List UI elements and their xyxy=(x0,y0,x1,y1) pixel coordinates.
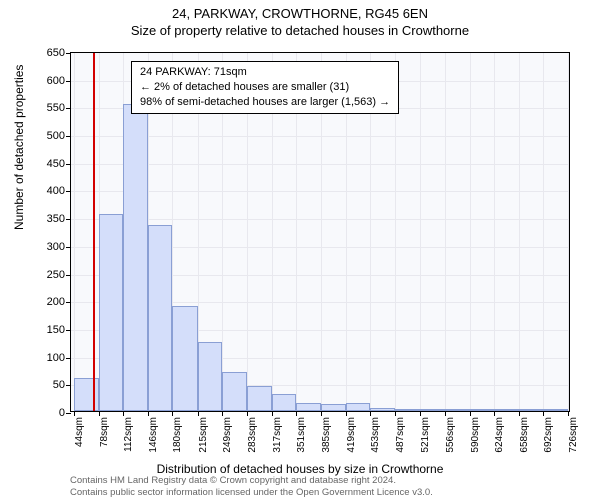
xtick-label: 78sqm xyxy=(99,417,110,447)
histogram-bar xyxy=(395,409,420,411)
xtick-mark xyxy=(370,411,371,416)
histogram-bar xyxy=(148,225,173,411)
xtick-label: 249sqm xyxy=(222,417,233,453)
xtick-label: 385sqm xyxy=(321,417,332,453)
ytick-label: 550 xyxy=(47,102,71,114)
gridline-v xyxy=(74,53,75,411)
xtick-mark xyxy=(99,411,100,416)
xtick-label: 726sqm xyxy=(568,417,579,453)
ytick-label: 100 xyxy=(47,352,71,364)
histogram-bar xyxy=(346,403,371,411)
ytick-label: 450 xyxy=(47,158,71,170)
gridline-v xyxy=(420,53,421,411)
ytick-label: 50 xyxy=(53,379,71,391)
xtick-label: 112sqm xyxy=(123,417,134,452)
y-axis-label: Number of detached properties xyxy=(12,65,26,230)
xtick-mark xyxy=(470,411,471,416)
xtick-label: 317sqm xyxy=(272,417,283,453)
xtick-mark xyxy=(321,411,322,416)
xtick-mark xyxy=(148,411,149,416)
histogram-bar xyxy=(519,409,544,411)
xtick-mark xyxy=(172,411,173,416)
histogram-bar xyxy=(296,403,321,411)
ytick-label: 350 xyxy=(47,213,71,225)
xtick-label: 180sqm xyxy=(172,417,183,453)
gridline-v xyxy=(494,53,495,411)
xtick-mark xyxy=(296,411,297,416)
xtick-label: 44sqm xyxy=(74,417,85,447)
xtick-mark xyxy=(74,411,75,416)
histogram-bar xyxy=(99,214,124,411)
xtick-mark xyxy=(519,411,520,416)
histogram-bar xyxy=(222,372,247,411)
histogram-bar xyxy=(420,409,445,411)
xtick-label: 521sqm xyxy=(420,417,431,453)
ytick-label: 650 xyxy=(47,47,71,59)
histogram-bar xyxy=(272,394,297,411)
gridline-v xyxy=(568,53,569,411)
histogram-bar xyxy=(198,342,223,411)
footer-line1: Contains HM Land Registry data © Crown c… xyxy=(70,475,433,486)
page-title-line2: Size of property relative to detached ho… xyxy=(0,23,600,38)
gridline-v xyxy=(445,53,446,411)
ytick-label: 200 xyxy=(47,296,71,308)
ytick-label: 300 xyxy=(47,241,71,253)
footer-line2: Contains public sector information licen… xyxy=(70,487,433,498)
reference-line xyxy=(93,53,95,411)
histogram-bar xyxy=(172,306,197,411)
info-box-line: 24 PARKWAY: 71sqm xyxy=(140,65,390,80)
xtick-label: 692sqm xyxy=(543,417,554,453)
histogram-bar xyxy=(321,404,346,411)
ytick-label: 400 xyxy=(47,185,71,197)
xtick-mark xyxy=(198,411,199,416)
histogram-bar xyxy=(445,409,470,411)
gridline-v xyxy=(543,53,544,411)
histogram-bar xyxy=(370,408,395,411)
xtick-mark xyxy=(420,411,421,416)
xtick-mark xyxy=(123,411,124,416)
gridline-v xyxy=(470,53,471,411)
histogram-bar xyxy=(247,386,272,411)
xtick-label: 487sqm xyxy=(395,417,406,453)
ytick-label: 600 xyxy=(47,75,71,87)
xtick-mark xyxy=(247,411,248,416)
ytick-label: 150 xyxy=(47,324,71,336)
xtick-label: 556sqm xyxy=(445,417,456,453)
xtick-mark xyxy=(445,411,446,416)
xtick-mark xyxy=(346,411,347,416)
xtick-label: 419sqm xyxy=(346,417,357,453)
xtick-label: 590sqm xyxy=(470,417,481,453)
info-box-line: 98% of semi-detached houses are larger (… xyxy=(140,95,390,110)
xtick-label: 283sqm xyxy=(247,417,258,453)
footer-attribution: Contains HM Land Registry data © Crown c… xyxy=(70,475,433,498)
xtick-label: 351sqm xyxy=(296,417,307,453)
gridline-v xyxy=(519,53,520,411)
xtick-mark xyxy=(395,411,396,416)
histogram-bar xyxy=(543,409,568,411)
info-box: 24 PARKWAY: 71sqm← 2% of detached houses… xyxy=(131,61,399,114)
xtick-label: 215sqm xyxy=(198,417,209,453)
chart-area: 0501001502002503003504004505005506006504… xyxy=(70,52,570,412)
page-title-line1: 24, PARKWAY, CROWTHORNE, RG45 6EN xyxy=(0,6,600,21)
histogram-bar xyxy=(123,104,148,411)
xtick-mark xyxy=(494,411,495,416)
xtick-label: 146sqm xyxy=(148,417,159,453)
plot-region: 0501001502002503003504004505005506006504… xyxy=(70,52,570,412)
xtick-mark xyxy=(568,411,569,416)
xtick-label: 658sqm xyxy=(519,417,530,453)
ytick-label: 0 xyxy=(59,407,71,419)
histogram-bar xyxy=(470,409,495,411)
ytick-label: 250 xyxy=(47,269,71,281)
xtick-mark xyxy=(543,411,544,416)
xtick-label: 453sqm xyxy=(370,417,381,453)
xtick-mark xyxy=(222,411,223,416)
info-box-line: ← 2% of detached houses are smaller (31) xyxy=(140,80,390,95)
x-axis-label: Distribution of detached houses by size … xyxy=(0,462,600,476)
xtick-mark xyxy=(272,411,273,416)
ytick-label: 500 xyxy=(47,130,71,142)
histogram-bar xyxy=(494,409,519,411)
xtick-label: 624sqm xyxy=(494,417,505,453)
